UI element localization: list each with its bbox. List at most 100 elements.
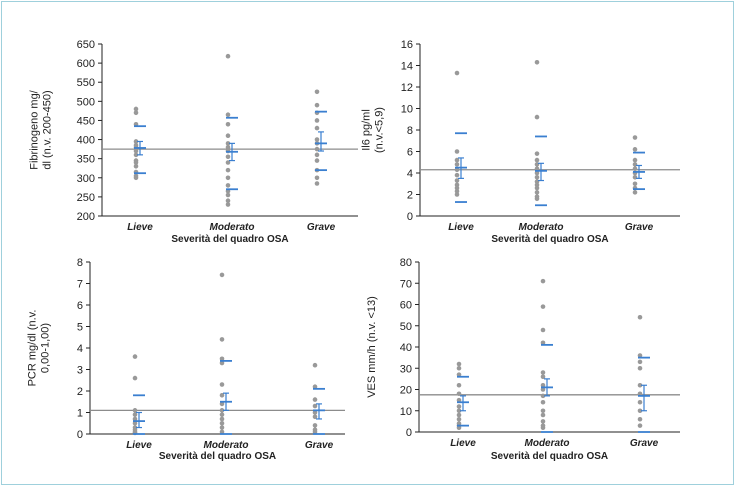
- data-point: [534, 170, 540, 176]
- data-point: [534, 175, 540, 180]
- data-point: [314, 181, 320, 186]
- data-point: [219, 420, 225, 426]
- data-point: [534, 151, 540, 156]
- data-point: [314, 118, 320, 123]
- chart-panel-4: 0 10 20 30 40 50 60 70 80 Lieve Moderato Grave Sever…: [366, 257, 680, 462]
- data-point: [219, 401, 225, 407]
- data-point: [219, 429, 225, 435]
- data-point: [219, 272, 225, 278]
- data-point: [225, 121, 231, 127]
- data-point: [132, 408, 138, 413]
- data-point: [456, 382, 462, 388]
- data-point: [133, 160, 139, 165]
- y-tick-label: 80: [400, 257, 412, 269]
- data-point: [219, 356, 225, 362]
- y-tick-label: 20: [400, 385, 412, 397]
- data-point: [454, 188, 460, 194]
- data-point: [312, 397, 318, 402]
- data-point: [540, 412, 546, 418]
- data-point: [312, 362, 318, 368]
- y-axis-label-line: dl (n.v. 200-450): [42, 90, 54, 169]
- data-point: [133, 152, 139, 158]
- y-axis-label-line: Fibrinogeno mg/: [29, 89, 41, 169]
- data-point: [534, 59, 540, 65]
- data-point: [637, 408, 643, 414]
- y-tick-label: 450: [77, 115, 95, 127]
- data-point: [225, 192, 231, 198]
- data-point: [637, 314, 643, 320]
- data-point: [454, 192, 460, 197]
- data-point: [219, 360, 225, 366]
- x-axis-label: Severità del quadro OSA: [171, 234, 288, 245]
- data-point: [454, 185, 460, 191]
- y-tick-label: 6: [407, 147, 413, 159]
- category-label: Moderato: [519, 222, 564, 233]
- y-tick-label: 4: [407, 168, 413, 180]
- data-point: [133, 175, 139, 181]
- y-tick-label: 50: [400, 321, 412, 333]
- data-point: [540, 399, 546, 405]
- data-point: [312, 429, 318, 435]
- y-tick-label: 60: [400, 300, 412, 312]
- category-label: Grave: [307, 222, 336, 233]
- data-point: [314, 175, 320, 181]
- data-point: [312, 410, 318, 415]
- y-tick-label: 600: [77, 58, 95, 70]
- y-tick-label: 12: [401, 82, 413, 94]
- data-point: [456, 416, 462, 422]
- data-point: [540, 382, 546, 388]
- y-tick-label: 10: [401, 104, 413, 116]
- x-axis-label: Severità del quadro OSA: [159, 451, 276, 462]
- data-point: [540, 425, 546, 431]
- y-tick-label: 7: [77, 279, 83, 291]
- data-point: [454, 182, 460, 188]
- y-axis-label: Il6 pg/ml(n.v.<5,9): [361, 107, 386, 153]
- data-point: [225, 167, 231, 173]
- data-point: [534, 196, 540, 202]
- y-tick-label: 4: [77, 343, 83, 355]
- data-point: [314, 125, 320, 131]
- data-point: [632, 166, 638, 171]
- data-point: [132, 420, 138, 426]
- data-point: [454, 167, 460, 173]
- data-point: [637, 359, 643, 365]
- data-point: [540, 370, 546, 375]
- category-label: Moderato: [204, 440, 249, 451]
- data-point: [454, 70, 460, 76]
- data-point: [454, 149, 460, 154]
- data-point: [219, 408, 225, 413]
- data-point: [534, 182, 540, 188]
- y-axis-label-line: VES mm/h (n.v. <13): [366, 296, 378, 398]
- data-point: [132, 375, 138, 381]
- data-point: [225, 133, 231, 139]
- y-tick-label: 30: [400, 363, 412, 375]
- y-tick-label: 6: [77, 300, 83, 312]
- data-point: [314, 102, 320, 108]
- category-label: Grave: [630, 438, 659, 449]
- y-axis-label: Fibrinogeno mg/dl (n.v. 200-450): [29, 89, 54, 169]
- y-tick-label: 8: [407, 125, 413, 137]
- data-point: [454, 172, 460, 178]
- category-label: Lieve: [450, 438, 476, 449]
- y-axis-label-line: 0,00-1,00): [40, 323, 52, 373]
- data-point: [314, 146, 320, 152]
- y-tick-label: 2: [77, 386, 83, 398]
- data-point: [133, 106, 139, 112]
- data-point: [225, 183, 231, 188]
- data-point: [534, 114, 540, 120]
- y-axis-label: VES mm/h (n.v. <13): [366, 296, 378, 398]
- data-point: [312, 414, 318, 420]
- data-point: [456, 404, 462, 409]
- data-point: [632, 135, 638, 140]
- data-point: [219, 412, 225, 417]
- data-point: [312, 384, 318, 390]
- data-point: [312, 423, 318, 428]
- data-point: [637, 399, 643, 405]
- data-point: [219, 425, 225, 430]
- y-tick-label: 0: [407, 211, 413, 223]
- data-point: [133, 148, 139, 154]
- data-point: [225, 154, 231, 160]
- data-point: [540, 374, 546, 380]
- y-tick-label: 650: [77, 39, 95, 51]
